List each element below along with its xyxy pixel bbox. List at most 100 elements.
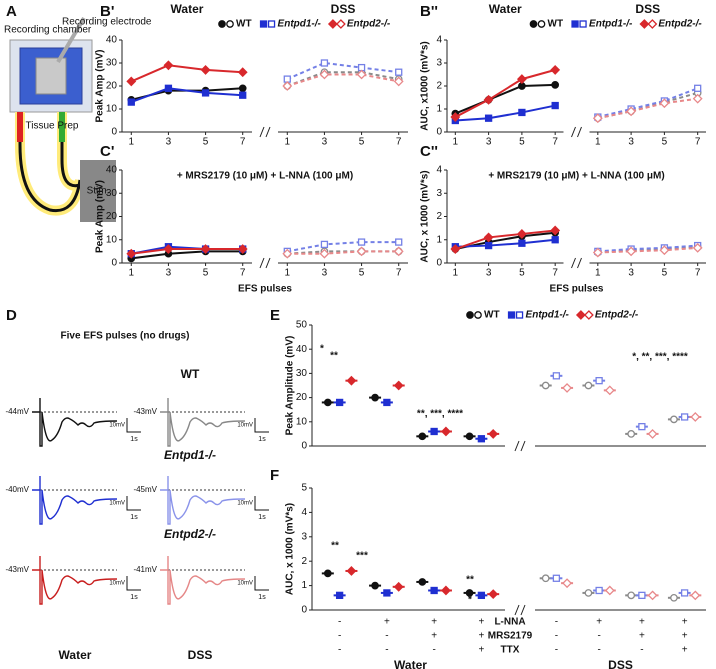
x-axis-label: EFS pulses xyxy=(550,284,604,295)
marker xyxy=(484,241,493,250)
marker xyxy=(659,245,670,256)
marker xyxy=(477,591,486,600)
marker xyxy=(430,427,438,436)
treatment-sign: - xyxy=(597,631,600,642)
scale-label: 1s xyxy=(130,436,138,443)
marker xyxy=(518,108,526,117)
traces-title: Five EFS pulses (no drugs) xyxy=(61,331,190,342)
y-tick-label: 0 xyxy=(436,127,442,138)
y-tick-label: 40 xyxy=(296,344,308,355)
x-tick-label: 7 xyxy=(240,137,246,148)
treatment-sign: - xyxy=(338,645,341,656)
legend-label: WT xyxy=(548,19,564,30)
treatment-sign: + xyxy=(431,617,437,628)
x-tick-label: 7 xyxy=(552,268,558,279)
y-tick-label: 4 xyxy=(436,165,442,176)
axis-break xyxy=(259,126,271,138)
panel-label: C'' xyxy=(420,143,438,160)
marker xyxy=(550,225,561,236)
y-axis-label: AUC, x1000 (mV*s) xyxy=(420,41,431,130)
annotation: *, **, ***, **** xyxy=(632,352,688,363)
trace xyxy=(160,398,246,447)
marker xyxy=(320,240,329,249)
series-line xyxy=(455,104,556,122)
scale-bar xyxy=(126,418,141,433)
marker xyxy=(201,89,210,97)
column-label: Water xyxy=(59,648,92,662)
y-tick-label: 30 xyxy=(296,368,308,379)
marker xyxy=(319,69,330,80)
marker xyxy=(541,381,550,390)
marker xyxy=(393,581,404,592)
marker xyxy=(604,585,615,596)
marker xyxy=(647,428,658,439)
marker xyxy=(571,20,579,28)
marker xyxy=(164,84,173,92)
x-tick-label: 1 xyxy=(595,137,601,148)
genotype-label: WT xyxy=(181,367,200,381)
series-line xyxy=(131,250,243,260)
stim-electrode xyxy=(17,112,23,142)
panel-label: A xyxy=(6,3,17,20)
marker xyxy=(126,248,137,259)
resting-potential: -45mV xyxy=(133,485,157,494)
marker xyxy=(638,422,646,431)
x-tick-label: 1 xyxy=(129,268,135,279)
marker xyxy=(226,20,234,28)
marker xyxy=(537,20,546,28)
marker xyxy=(551,236,559,244)
marker xyxy=(395,68,403,76)
treatment-sign: - xyxy=(432,645,435,656)
cable xyxy=(18,112,82,213)
x-tick-label: 3 xyxy=(322,268,328,279)
annotation: ** xyxy=(466,575,474,586)
x-tick-label: 3 xyxy=(628,268,634,279)
panel-label: D xyxy=(6,307,17,324)
marker xyxy=(163,244,174,254)
annotation: * xyxy=(320,344,324,355)
marker xyxy=(356,69,367,80)
marker xyxy=(200,64,211,75)
legend-label: Entpd1-/- xyxy=(278,19,322,30)
marker xyxy=(592,247,603,258)
treatment-sign: - xyxy=(338,617,341,628)
series-line xyxy=(130,87,243,104)
marker xyxy=(371,393,379,402)
marker xyxy=(474,311,482,319)
treatment-sign: + xyxy=(682,645,688,656)
marker xyxy=(583,310,594,320)
x-tick-label: 3 xyxy=(486,137,492,148)
treatment-sign: - xyxy=(385,631,388,642)
marker xyxy=(430,586,438,595)
marker xyxy=(163,60,174,71)
marker xyxy=(638,591,646,600)
y-tick-label: 50 xyxy=(296,320,308,331)
y-tick-label: 10 xyxy=(106,234,118,245)
panel-label: B' xyxy=(100,3,114,20)
tissue xyxy=(35,57,67,95)
marker xyxy=(319,248,330,259)
marker xyxy=(627,591,636,600)
marker xyxy=(465,589,474,597)
stim-electrode xyxy=(59,112,65,142)
x-tick-label: 1 xyxy=(285,137,291,148)
marker xyxy=(335,398,344,407)
marker xyxy=(529,20,538,28)
y-tick-label: 3 xyxy=(436,58,442,69)
marker xyxy=(450,112,461,122)
marker xyxy=(575,310,586,320)
y-tick-label: 5 xyxy=(301,483,307,494)
marker xyxy=(465,432,474,441)
resting-potential: -43mV xyxy=(133,407,157,416)
x-tick-label: 3 xyxy=(166,137,172,148)
scale-label: 10mV xyxy=(237,423,253,429)
marker xyxy=(584,589,593,597)
legend-label: Entpd1-/- xyxy=(589,19,633,30)
scale-label: 10mV xyxy=(237,581,253,587)
scale-label: 1s xyxy=(258,436,266,443)
y-tick-label: 2 xyxy=(436,211,442,222)
marker xyxy=(604,385,615,396)
y-tick-label: 0 xyxy=(301,605,307,616)
treatment-sign: + xyxy=(682,617,688,628)
series-line xyxy=(597,246,698,254)
